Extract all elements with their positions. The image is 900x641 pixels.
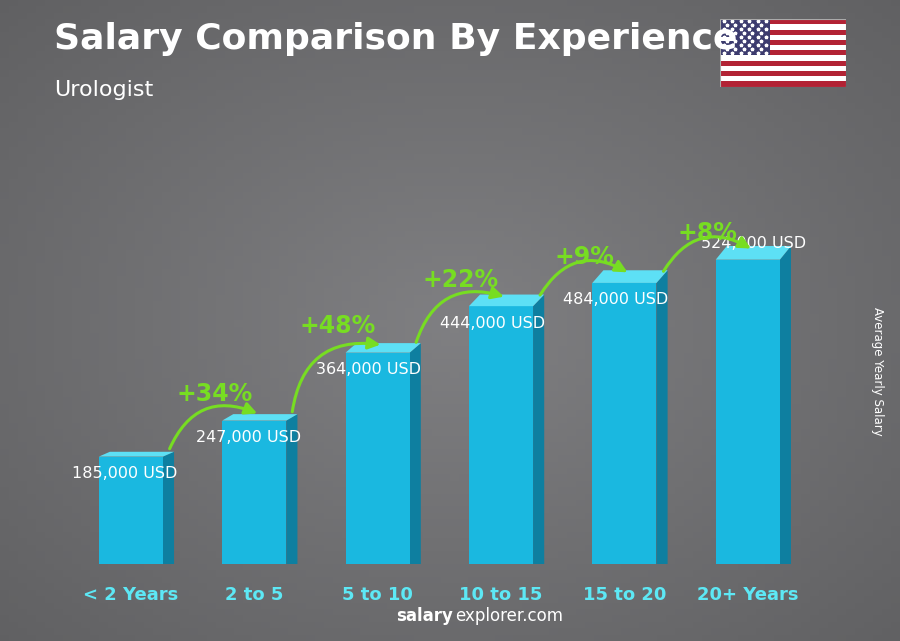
- Bar: [592, 283, 656, 564]
- Text: +48%: +48%: [300, 314, 375, 338]
- Polygon shape: [163, 452, 174, 564]
- Bar: [720, 76, 846, 81]
- Text: 185,000 USD: 185,000 USD: [72, 466, 177, 481]
- Text: Average Yearly Salary: Average Yearly Salary: [871, 308, 884, 436]
- Text: 484,000 USD: 484,000 USD: [563, 292, 669, 307]
- Text: 2 to 5: 2 to 5: [225, 587, 284, 604]
- Text: Salary Comparison By Experience: Salary Comparison By Experience: [54, 22, 737, 56]
- Polygon shape: [99, 452, 174, 456]
- Bar: [720, 19, 770, 56]
- Polygon shape: [410, 343, 421, 564]
- Text: 20+ Years: 20+ Years: [697, 587, 798, 604]
- Text: +8%: +8%: [678, 221, 738, 246]
- Bar: [720, 19, 846, 24]
- Text: +22%: +22%: [423, 268, 499, 292]
- Bar: [720, 50, 846, 56]
- Polygon shape: [716, 246, 791, 260]
- Text: salary: salary: [396, 607, 453, 625]
- Polygon shape: [469, 295, 544, 306]
- Text: 364,000 USD: 364,000 USD: [317, 362, 421, 377]
- Text: 5 to 10: 5 to 10: [342, 587, 413, 604]
- Bar: [720, 56, 846, 61]
- Bar: [469, 306, 533, 564]
- Polygon shape: [656, 271, 668, 564]
- Bar: [720, 24, 846, 29]
- Polygon shape: [286, 414, 297, 564]
- Bar: [720, 35, 846, 40]
- Text: 524,000 USD: 524,000 USD: [701, 236, 806, 251]
- Text: Urologist: Urologist: [54, 80, 153, 100]
- Bar: [346, 353, 410, 564]
- Bar: [720, 40, 846, 45]
- Bar: [720, 71, 846, 76]
- Bar: [222, 420, 286, 564]
- Text: +9%: +9%: [554, 245, 614, 269]
- Text: explorer.com: explorer.com: [455, 607, 563, 625]
- Bar: [99, 456, 163, 564]
- Polygon shape: [533, 295, 544, 564]
- Text: < 2 Years: < 2 Years: [83, 587, 178, 604]
- Bar: [720, 81, 846, 87]
- Bar: [720, 29, 846, 35]
- Bar: [716, 260, 780, 564]
- Polygon shape: [346, 343, 421, 353]
- Text: 10 to 15: 10 to 15: [459, 587, 543, 604]
- Text: 247,000 USD: 247,000 USD: [195, 430, 301, 445]
- Bar: [720, 66, 846, 71]
- Bar: [720, 45, 846, 50]
- Polygon shape: [222, 414, 297, 420]
- Polygon shape: [780, 246, 791, 564]
- Text: 444,000 USD: 444,000 USD: [440, 315, 544, 331]
- Text: 15 to 20: 15 to 20: [582, 587, 666, 604]
- Polygon shape: [592, 271, 668, 283]
- Text: +34%: +34%: [176, 382, 252, 406]
- Bar: [720, 61, 846, 66]
